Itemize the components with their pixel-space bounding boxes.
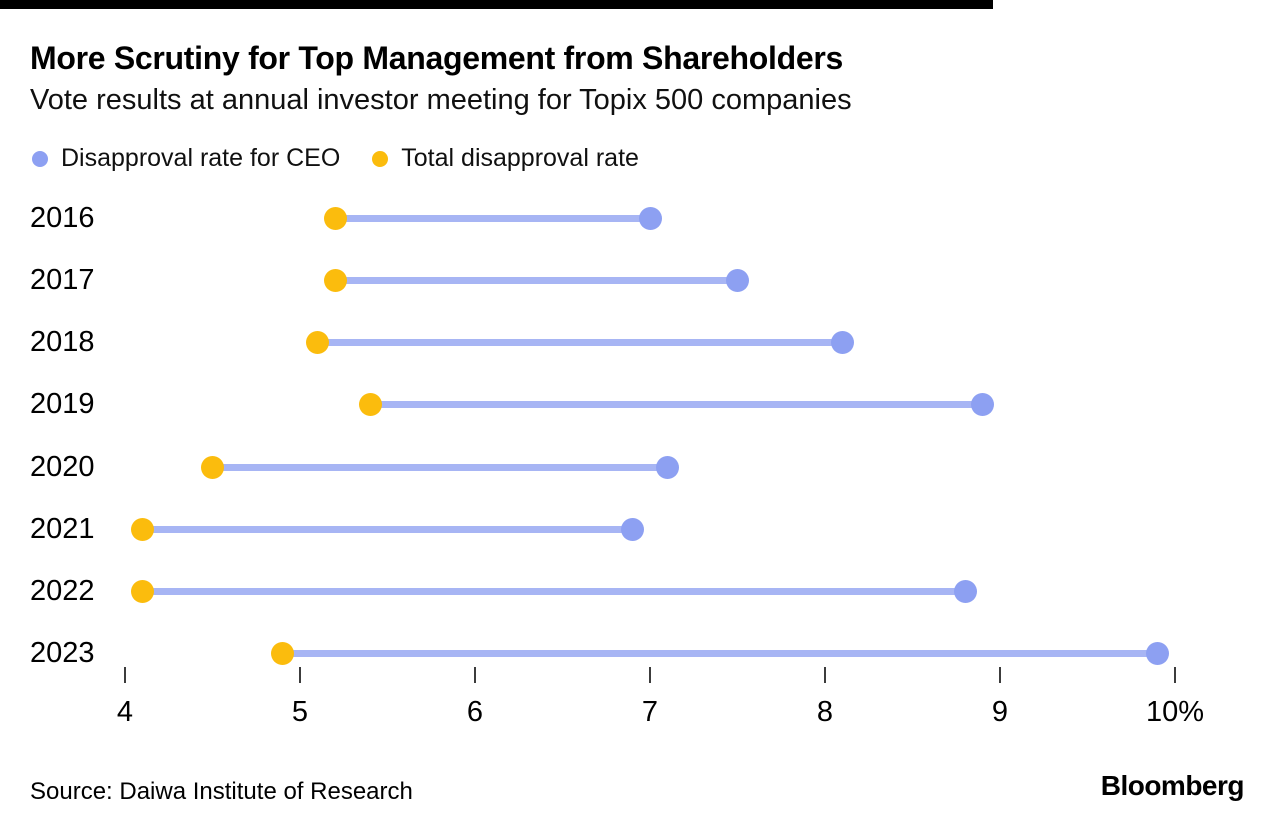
x-tick-label-6: 6 [466,696,484,728]
chart-title: More Scrutiny for Top Management from Sh… [30,40,843,76]
chart-subtitle: Vote results at annual investor meeting … [30,84,852,116]
connector-2018 [317,338,843,346]
ceo-dot-2023 [1146,641,1169,665]
x-tick-mark-8 [824,667,826,683]
legend-label-total: Total disapproval rate [401,144,639,172]
ceo-dot-2017 [726,268,749,292]
ceo-dot-2022 [953,579,977,603]
connector-2020 [212,463,668,471]
row-label-2016: 2016 [30,202,95,234]
x-tick-mark-9 [999,667,1001,683]
total-dot-2019 [358,392,382,416]
ceo-dot-2021 [621,517,644,541]
x-tick-label-7: 7 [641,696,659,728]
total-dot-2022 [131,579,154,603]
ceo-dot-2020 [656,455,679,479]
legend-item-ceo: Disapproval rate for CEO [32,144,340,173]
x-tick-mark-10 [1174,667,1176,683]
ceo-series-dot-icon [32,150,48,167]
x-tick-mark-7 [649,667,651,683]
total-dot-2018 [306,330,329,354]
ceo-dot-2016 [638,206,662,230]
total-series-dot-icon [372,150,389,167]
connector-2016 [335,214,650,222]
x-tick-label-10: 10% [1145,696,1205,728]
source-note: Source: Daiwa Institute of Research [30,778,413,805]
x-tick-mark-5 [299,667,301,683]
total-dot-2023 [271,641,294,665]
total-dot-2017 [323,268,347,292]
row-label-2022: 2022 [30,575,95,607]
ceo-dot-2019 [971,392,994,416]
legend-item-total: Total disapproval rate [372,144,639,173]
row-label-2020: 2020 [30,451,95,483]
row-label-2021: 2021 [30,513,95,545]
x-tick-label-4: 4 [116,696,134,728]
connector-2023 [282,649,1158,657]
row-label-2023: 2023 [30,637,95,669]
x-tick-label-8: 8 [816,696,834,728]
connector-2021 [142,525,633,533]
bloomberg-logo: Bloomberg [1100,770,1245,801]
connector-2019 [370,400,983,408]
connector-2017 [335,276,738,284]
top-accent-bar [0,0,993,9]
row-label-2018: 2018 [30,326,95,358]
connector-2022 [142,587,965,595]
x-tick-label-5: 5 [291,696,309,728]
row-label-2017: 2017 [30,264,95,296]
total-dot-2021 [131,517,154,541]
x-tick-mark-4 [124,667,126,683]
legend: Disapproval rate for CEO Total disapprov… [32,144,639,173]
x-tick-label-9: 9 [991,696,1009,728]
ceo-dot-2018 [831,330,854,354]
total-dot-2020 [201,455,224,479]
legend-label-ceo: Disapproval rate for CEO [61,144,341,172]
row-label-2019: 2019 [30,388,95,420]
total-dot-2016 [323,206,347,230]
x-tick-mark-6 [474,667,476,683]
